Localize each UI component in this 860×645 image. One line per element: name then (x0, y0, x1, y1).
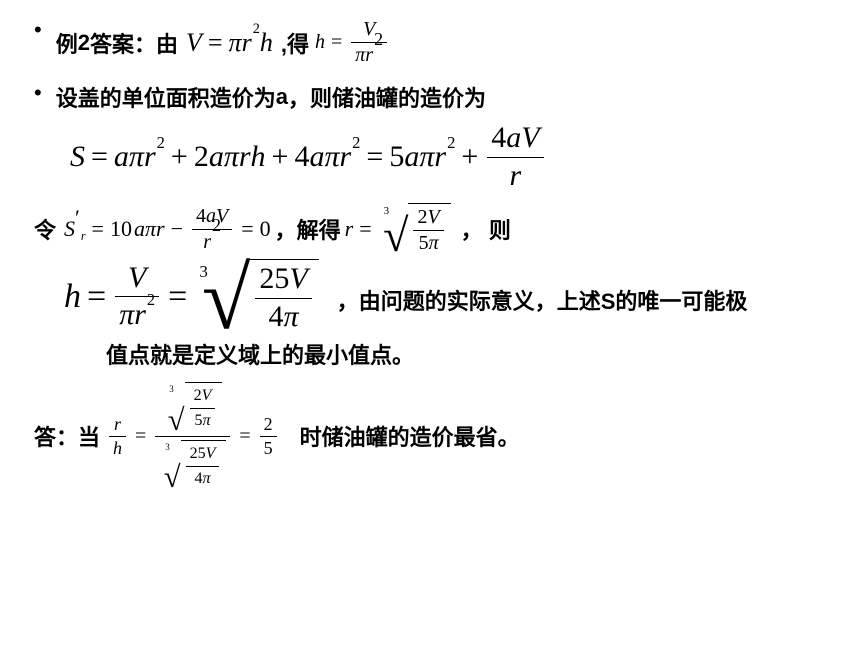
l2-b: ，则储油罐的造价为 (288, 81, 486, 113)
answer-prefix: 答：当 (34, 420, 100, 452)
line-h: h = V πr2 = 3 √ 25V 4π (34, 259, 826, 334)
line-2: • 设盖的单位面积造价为 a ，则储油罐的造价为 (34, 81, 826, 113)
line-derivative: 令 S′r = 10 aπr − 4aV r2 = 0 ，解得 r = (34, 203, 826, 255)
jiede: ，解得 (275, 213, 341, 245)
line-1-content: 例 2 答案：由 V = π r2 h ,得 h = V π r2 (56, 18, 390, 67)
bullet-icon: • (34, 81, 42, 105)
bullet-icon: • (34, 18, 42, 42)
line-answer: 答：当 r h = 3 √ 2V (34, 380, 826, 493)
slide: • 例 2 答案：由 V = π r2 h ,得 h = V π (0, 0, 860, 645)
l2-var-a: a (276, 84, 288, 110)
answer-tail: 时储油罐的造价最省。 (300, 420, 520, 452)
l2-a: 设盖的单位面积造价为 (56, 81, 276, 113)
eq-S: S = aπr2 + 2aπrh + 4aπr2 = 5aπr2 + 4aV r (70, 121, 826, 193)
line-1: • 例 2 答案：由 V = π r2 h ,得 h = V π (34, 18, 826, 67)
h-tail: ，由问题的实际意义，上述S的唯一可能极 (337, 284, 826, 316)
ex-number: 2 (78, 30, 90, 56)
ex-prefix: 例 (56, 27, 78, 59)
eq-Sprime: S′r = 10 aπr − 4aV r2 = 0 (64, 205, 271, 254)
line-2-content: 设盖的单位面积造价为 a ，则储油罐的造价为 (56, 81, 486, 113)
eq-V: V = π r2 h (186, 28, 273, 58)
ze: ， 则 (461, 213, 511, 245)
ling: 令 (34, 213, 56, 245)
eq-ratio: r h = 3 √ 2V 5π (106, 380, 280, 493)
eq-r-cuberoot: r = 3 √ 2V 5π (345, 203, 451, 255)
ex-label: 答案：由 (90, 27, 178, 59)
comma-de: ,得 (281, 27, 309, 59)
eq-h-small: h = V π r2 (315, 18, 390, 67)
eq-h-big: h = V πr2 = 3 √ 25V 4π (64, 259, 319, 334)
